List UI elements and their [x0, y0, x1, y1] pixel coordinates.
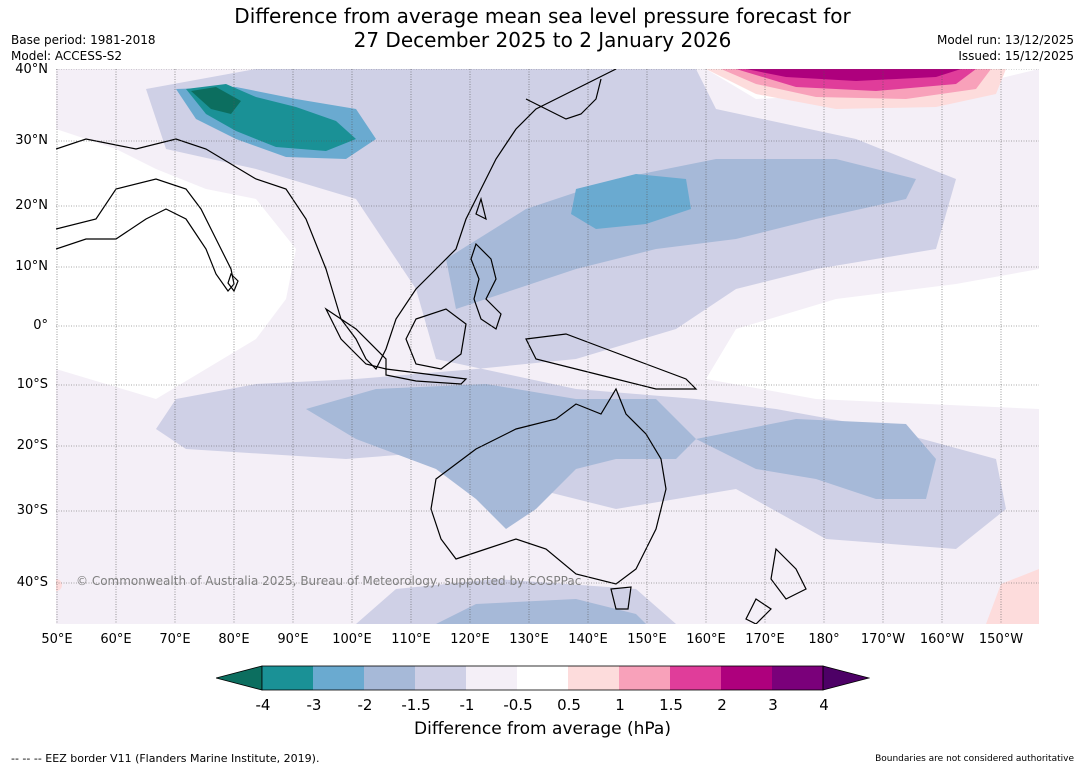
- anomaly-band-minus1-5: [446, 159, 916, 309]
- colorbar-tick: 0.5: [557, 696, 581, 714]
- lat-label: 40°N: [15, 62, 48, 77]
- coastlines: [56, 69, 807, 624]
- colorbar-swatch: [262, 666, 313, 690]
- colorbar-swatch: [364, 666, 415, 690]
- philippines-coastline: [470, 242, 502, 330]
- lon-label: 110°E: [391, 632, 431, 647]
- lon-label: 90°E: [277, 632, 309, 647]
- lon-label: 140°E: [568, 632, 608, 647]
- lon-label: 150°E: [627, 632, 667, 647]
- lon-label: 160°W: [919, 632, 965, 647]
- map-title: Difference from average mean sea level p…: [0, 4, 1085, 52]
- base-period: Base period: 1981-2018: [11, 33, 156, 47]
- pressure-anomaly-map: [56, 69, 1039, 624]
- model-name: Model: ACCESS-S2: [11, 49, 123, 63]
- taiwan-coastline: [475, 196, 487, 221]
- colorbar-outline: [261, 665, 824, 691]
- lon-label: 100°E: [332, 632, 372, 647]
- anomaly-band-minus4: [191, 87, 241, 114]
- lon-label: 130°E: [509, 632, 549, 647]
- colorbar-swatch: [313, 666, 364, 690]
- colorbar-tick: 3: [768, 696, 778, 714]
- sri-lanka-coastline: [227, 272, 239, 293]
- colorbar-swatch: [466, 666, 517, 690]
- colorbar-swatch: [721, 666, 772, 690]
- colorbar-swatch: [568, 666, 619, 690]
- lat-label: 40°S: [16, 575, 48, 590]
- lon-label: 160°E: [686, 632, 726, 647]
- boundary-disclaimer: Boundaries are not considered authoritat…: [875, 754, 1074, 764]
- title-line-1: Difference from average mean sea level p…: [234, 4, 851, 28]
- anomaly-band-minus2: [571, 174, 691, 229]
- colorbar-tick: 2: [717, 696, 727, 714]
- anomaly-band-plus2: [746, 69, 961, 81]
- colorbar-tick: 4: [819, 696, 829, 714]
- lon-label: 170°E: [745, 632, 785, 647]
- colorbar-tick: -4: [255, 696, 271, 714]
- run-info: Model run: 13/12/2025 Issued: 15/12/2025: [937, 32, 1074, 64]
- issued-date: Issued: 15/12/2025: [958, 49, 1074, 63]
- new-guinea-coastline: [525, 333, 698, 390]
- colorbar: [216, 665, 870, 691]
- anomaly-band-plus0-5-southeast: [986, 569, 1039, 624]
- anomaly-spot-southwest: [56, 579, 62, 591]
- colorbar-swatch: [619, 666, 670, 690]
- graticule: [56, 69, 1039, 624]
- colorbar-tick: -3: [306, 696, 322, 714]
- colorbar-tick: -2: [357, 696, 373, 714]
- copyright-notice: © Commonwealth of Australia 2025, Bureau…: [76, 574, 582, 588]
- colorbar-swatch: [772, 666, 823, 690]
- asia-coastline: [56, 69, 617, 371]
- anomaly-band-minus1-5-south: [436, 599, 646, 624]
- colorbar-label: Difference from average (hPa): [414, 719, 671, 739]
- lat-label: 20°S: [16, 438, 48, 453]
- lat-label: 30°S: [16, 503, 48, 518]
- japan-coastline: [525, 78, 602, 120]
- lat-label: 0°: [33, 318, 48, 333]
- colorbar-swatch: [670, 666, 721, 690]
- borneo-coastline: [405, 308, 467, 370]
- lat-label: 10°S: [16, 377, 48, 392]
- new-zealand-coastline: [745, 547, 807, 624]
- eez-border-note: -- -- -- EEZ border V11 (Flanders Marine…: [11, 752, 320, 765]
- title-line-2: 27 December 2025 to 2 January 2026: [353, 28, 732, 52]
- tasmania-coastline: [610, 586, 632, 610]
- lon-label: 180°: [808, 632, 840, 647]
- lat-label: 30°N: [15, 133, 48, 148]
- colorbar-swatch: [415, 666, 466, 690]
- lon-label: 120°E: [450, 632, 490, 647]
- model-run: Model run: 13/12/2025: [936, 33, 1074, 47]
- lat-label: 10°N: [15, 259, 48, 274]
- lon-label: 150°W: [978, 632, 1024, 647]
- anomaly-band-minus1-5-australia: [306, 384, 696, 529]
- colorbar-tick: -1.5: [401, 696, 431, 714]
- india-coastline: [56, 178, 235, 292]
- colorbar-swatch: [517, 666, 568, 690]
- colorbar-swatch-max: [822, 665, 870, 691]
- lon-label: 170°W: [860, 632, 906, 647]
- java-coastline: [385, 368, 468, 385]
- lat-label: 20°N: [15, 198, 48, 213]
- lon-label: 50°E: [41, 632, 73, 647]
- australia-coastline: [430, 387, 667, 585]
- colorbar-tick: 1.5: [659, 696, 683, 714]
- lon-label: 70°E: [159, 632, 191, 647]
- colorbar-tick: -0.5: [503, 696, 533, 714]
- lon-label: 60°E: [100, 632, 132, 647]
- colorbar-tick: -1: [459, 696, 475, 714]
- colorbar-tick: 1: [615, 696, 625, 714]
- model-info: Base period: 1981-2018 Model: ACCESS-S2: [11, 32, 156, 64]
- colorbar-swatch-min: [216, 665, 263, 691]
- lon-label: 80°E: [218, 632, 250, 647]
- anomaly-band-minus1-5-pacific: [696, 419, 936, 499]
